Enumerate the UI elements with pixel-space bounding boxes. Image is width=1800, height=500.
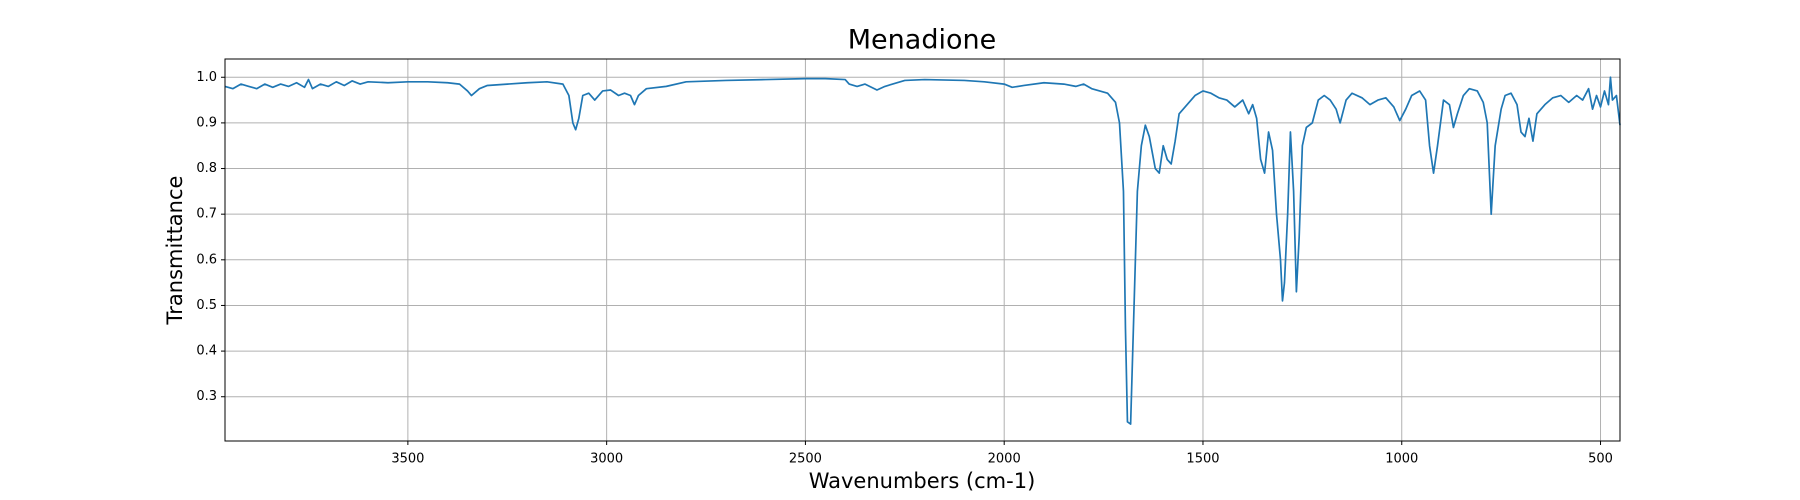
y-axis-label: Transmittance	[163, 176, 187, 326]
chart-title: Menadione	[848, 25, 996, 56]
x-tick-label: 2000	[988, 452, 1021, 467]
x-tick-label: 1000	[1385, 452, 1418, 467]
y-tick-label: 1.0	[196, 70, 217, 85]
x-tick-label: 500	[1588, 452, 1613, 467]
y-tick-label: 0.9	[196, 115, 217, 130]
y-tick-label: 0.4	[196, 344, 217, 359]
y-tick-label: 0.8	[196, 161, 217, 176]
x-tick-label: 1500	[1186, 452, 1219, 467]
y-tick-label: 0.6	[196, 252, 217, 267]
y-tick-label: 0.7	[196, 207, 217, 222]
y-tick-label: 0.3	[196, 389, 217, 404]
x-axis-label: Wavenumbers (cm-1)	[809, 469, 1036, 493]
spectrum-line	[224, 76, 1621, 425]
x-tick-label: 3000	[590, 452, 623, 467]
x-tick-label: 2500	[789, 452, 822, 467]
x-tick-label: 3500	[391, 452, 424, 467]
y-tick-label: 0.5	[196, 298, 217, 313]
plot-frame	[224, 58, 1621, 442]
